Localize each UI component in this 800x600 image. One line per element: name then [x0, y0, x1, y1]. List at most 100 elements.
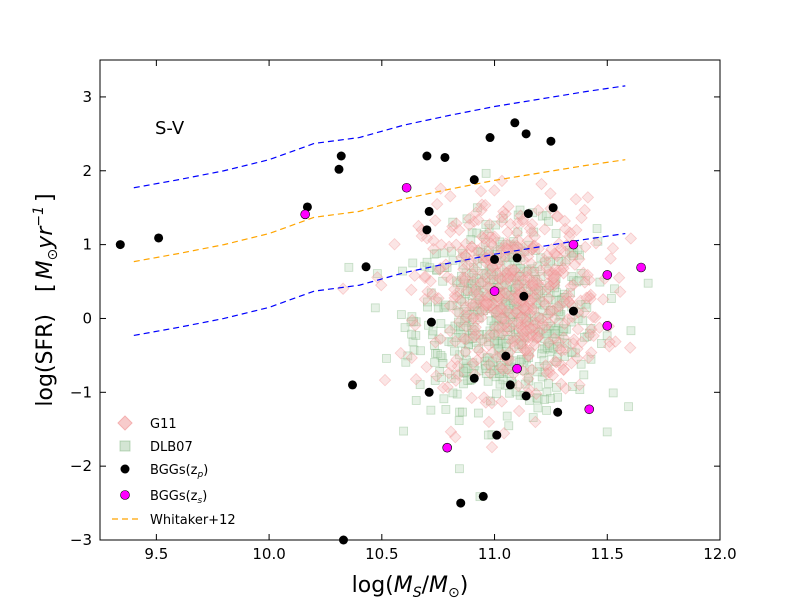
g11-point: [542, 363, 556, 376]
dlb07-point: [497, 363, 507, 373]
g11-point: [558, 343, 572, 356]
dlb07-point: [483, 249, 493, 259]
g11-point: [574, 294, 587, 307]
g11-point: [477, 298, 490, 312]
g11-point: [540, 367, 554, 380]
g11-point: [465, 244, 479, 258]
dlb07-point: [474, 291, 484, 301]
dlb07-point: [461, 278, 471, 288]
g11-point: [552, 336, 566, 349]
dlb07-point: [529, 323, 539, 333]
dlb07-point: [512, 272, 522, 282]
dlb07-point: [546, 394, 555, 403]
dlb07-point: [532, 393, 542, 403]
g11-point: [499, 207, 512, 220]
dlb07-point: [503, 335, 513, 344]
bgg-zp-point: [485, 133, 495, 143]
dlb07-point: [534, 289, 544, 299]
g11-point: [478, 268, 491, 281]
dlb07-point: [485, 304, 495, 314]
g11-point: [547, 271, 561, 285]
dlb07-point: [459, 366, 468, 376]
dlb07-point: [502, 342, 512, 352]
dlb07-point: [500, 300, 510, 310]
dlb07-point: [545, 340, 554, 350]
g11-point: [490, 350, 504, 364]
g11-point: [443, 324, 457, 338]
g11-point: [542, 291, 556, 305]
dlb07-point: [506, 240, 516, 250]
g11-point: [480, 299, 493, 312]
dlb07-point: [409, 345, 419, 355]
g11-point: [477, 295, 491, 308]
g11-point: [584, 292, 597, 305]
x-tick-label: 11.5: [591, 545, 624, 563]
g11-point: [497, 205, 510, 218]
dlb07-point: [531, 275, 540, 284]
dlb07-point: [476, 269, 486, 278]
g11-point: [507, 264, 521, 277]
g11-point: [409, 319, 422, 332]
dlb07-point: [472, 203, 482, 213]
g11-point: [495, 215, 508, 229]
dlb07-point: [501, 259, 511, 269]
dlb07-point: [505, 298, 515, 307]
dlb07-point: [514, 327, 523, 337]
dlb07-point: [409, 316, 418, 326]
g11-point: [489, 321, 503, 334]
g11-point: [469, 282, 482, 296]
dlb07-point: [530, 285, 539, 295]
bgg-zp-point: [348, 380, 358, 390]
g11-point: [541, 277, 554, 290]
dlb07-point: [520, 246, 530, 256]
dlb07-point: [461, 318, 471, 327]
dlb07-point: [527, 279, 537, 289]
dlb07-point: [523, 266, 533, 276]
g11-point: [457, 262, 470, 276]
dlb07-point: [474, 343, 484, 353]
dlb07-point: [441, 405, 451, 414]
dlb07-point: [477, 247, 487, 257]
dlb07-point: [478, 253, 487, 263]
dlb07-point: [541, 286, 551, 295]
g11-point: [539, 254, 552, 267]
dlb07-point: [537, 372, 547, 382]
dlb07-point: [493, 336, 503, 346]
dlb07-point: [500, 307, 510, 317]
dlb07-point: [486, 265, 496, 275]
g11-point: [578, 203, 591, 217]
bgg-zp-point: [523, 209, 533, 219]
dlb07-point: [528, 413, 538, 422]
g11-point: [562, 290, 576, 303]
dlb07-point: [461, 289, 471, 299]
dlb07-point: [537, 349, 546, 359]
dlb07-point: [524, 353, 534, 362]
g11-point: [441, 380, 454, 394]
dlb07-point: [467, 268, 477, 278]
dlb07-point: [570, 348, 580, 358]
g11-point: [412, 219, 425, 233]
dlb07-point: [519, 356, 529, 366]
g11-point: [429, 292, 442, 306]
g11-point: [515, 310, 528, 323]
dlb07-point: [511, 284, 521, 294]
g11-point: [500, 266, 513, 280]
dlb07-point: [502, 285, 511, 295]
dlb07-point: [528, 281, 538, 291]
g11-point: [444, 272, 458, 286]
dlb07-point: [471, 337, 481, 347]
dlb07-point: [459, 379, 468, 389]
dlb07-point: [519, 267, 529, 277]
bgg-zp-point: [510, 118, 520, 128]
dlb07-point: [481, 369, 491, 378]
g11-point: [466, 312, 480, 325]
g11-point: [525, 280, 538, 293]
dlb07-point: [536, 253, 546, 263]
dlb07-point: [479, 292, 489, 301]
dlb07-point: [491, 315, 501, 324]
dlb07-point: [475, 329, 484, 339]
dlb07-point: [457, 271, 466, 281]
dlb07-point: [454, 307, 464, 317]
g11-point: [514, 334, 528, 348]
dlb07-point: [473, 408, 483, 418]
